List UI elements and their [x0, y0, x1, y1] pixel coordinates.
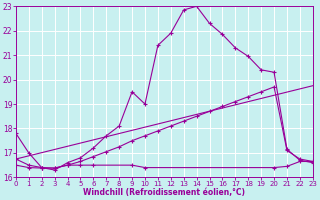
X-axis label: Windchill (Refroidissement éolien,°C): Windchill (Refroidissement éolien,°C) — [83, 188, 245, 197]
